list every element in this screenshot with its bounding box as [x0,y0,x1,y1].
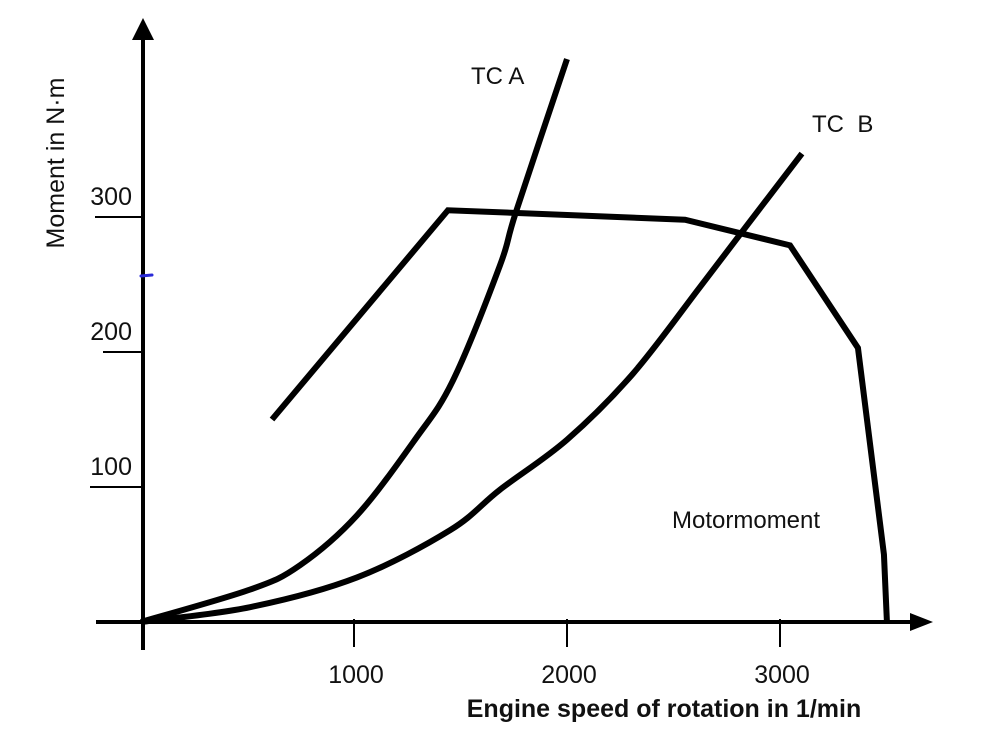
series-layer [140,58,890,625]
y-tick-label: 100 [90,453,132,481]
y-tick-label: 200 [90,318,132,346]
x-tick-label: 1000 [328,661,384,689]
series-tc-b [140,151,805,625]
x-tick-label: 3000 [754,661,810,689]
y-ticks: 100 200 300 [90,183,143,488]
x-tick-label: 2000 [541,661,597,689]
series-motormoment [269,207,890,623]
label-tc-b: TC B [812,111,873,138]
y-axis-arrow-icon [132,18,154,40]
pen-mark [139,273,154,278]
x-ticks: 1000 2000 3000 [328,619,810,689]
series-tc-a [140,58,570,625]
label-motormoment: Motormoment [672,507,820,534]
x-axis-arrow-icon [910,613,933,631]
x-axis-label: Engine speed of rotation in 1/min [467,695,861,723]
label-tc-a: TC A [471,63,524,90]
y-axis-label: Moment in N·m [42,78,70,249]
y-tick-label: 300 [90,183,132,211]
